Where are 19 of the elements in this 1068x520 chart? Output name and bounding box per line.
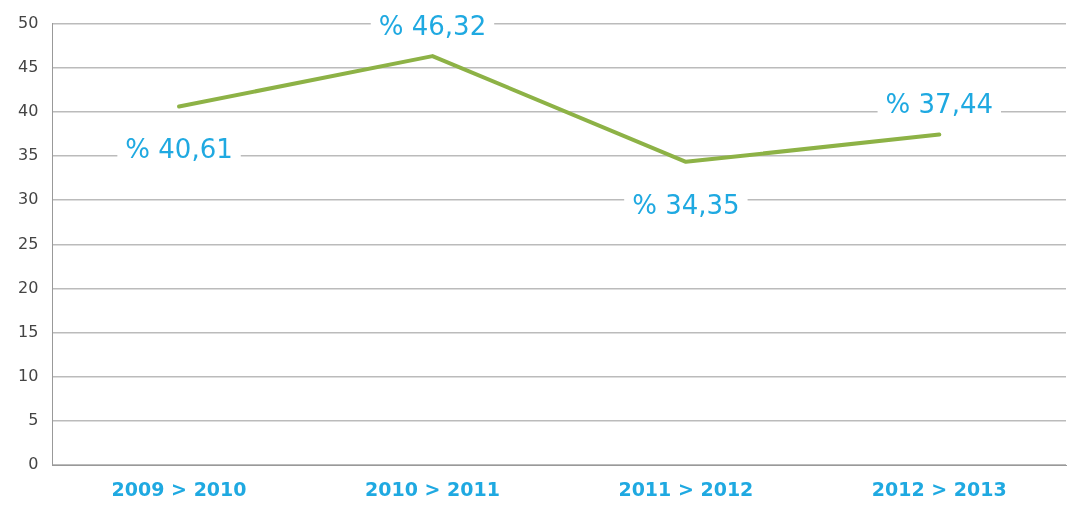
y-tick-label: 25 xyxy=(18,233,39,253)
data-label: % 37,44 xyxy=(885,89,993,120)
y-tick-label: 50 xyxy=(18,12,39,32)
y-tick-label: 10 xyxy=(18,366,39,386)
y-tick-label: 20 xyxy=(18,277,39,297)
x-tick-label: 2011 > 2012 xyxy=(618,477,754,500)
y-tick-label: 15 xyxy=(18,321,39,341)
x-tick-label: 2009 > 2010 xyxy=(111,477,247,500)
y-tick-label: 30 xyxy=(18,189,39,209)
data-label: % 34,35 xyxy=(632,189,740,220)
data-label: % 46,32 xyxy=(378,10,487,41)
data-label: % 40,61 xyxy=(125,134,233,165)
x-tick-label: 2010 > 2011 xyxy=(365,477,500,500)
y-tick-label: 45 xyxy=(18,56,39,76)
y-tick-label: 5 xyxy=(28,410,39,430)
y-tick-label: 0 xyxy=(28,454,39,474)
y-tick-label: 40 xyxy=(18,101,39,121)
x-tick-label: 2012 > 2013 xyxy=(871,477,1007,500)
y-tick-label: 35 xyxy=(18,145,39,165)
